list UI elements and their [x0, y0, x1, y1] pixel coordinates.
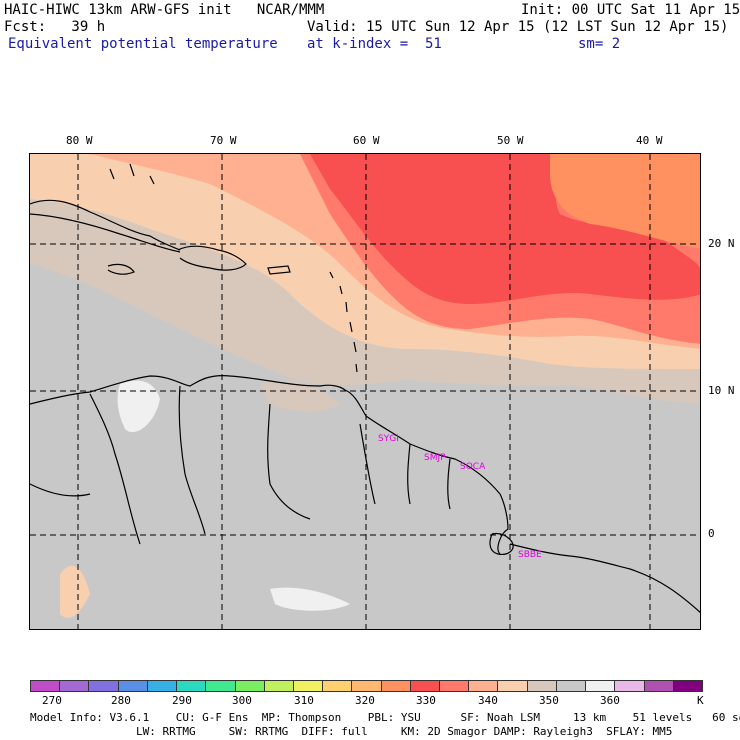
smoothing: sm= 2	[578, 36, 621, 52]
colorbar-swatch	[614, 680, 645, 692]
model-title: HAIC-HIWC 13km ARW-GFS init NCAR/MMM	[4, 2, 325, 18]
field-orange	[550, 154, 700, 249]
lon-label-70w: 70 W	[210, 134, 237, 147]
valid-time: Valid: 15 UTC Sun 12 Apr 15 (12 LST Sun …	[307, 19, 729, 35]
colorbar-swatch	[205, 680, 236, 692]
colorbar-swatch	[497, 680, 528, 692]
lat-label-eq: 0	[708, 527, 715, 540]
colorbar-label-330: 330	[416, 694, 436, 707]
lon-label-40w: 40 W	[636, 134, 663, 147]
graticule	[30, 154, 700, 629]
map-canvas: SYGI SMJP SOCA SBBE	[30, 154, 700, 629]
colorbar-label-270: 270	[42, 694, 62, 707]
colorbar-swatch	[672, 680, 703, 692]
station-label-3: SOCA	[460, 462, 486, 472]
field-light-a	[117, 380, 160, 433]
coastlines	[30, 163, 700, 614]
colorbar-label-340: 340	[478, 694, 498, 707]
colorbar-swatch	[30, 680, 61, 692]
station-label-4: SBBE	[518, 550, 542, 560]
field-red	[310, 154, 700, 304]
colorbar-label-360: 360	[600, 694, 620, 707]
model-info-line2: LW: RRTMG SW: RRTMG DIFF: full KM: 2D Sm…	[30, 725, 673, 738]
colorbar-label-310: 310	[294, 694, 314, 707]
colorbar-swatch	[526, 680, 557, 692]
colorbar-swatch	[439, 680, 470, 692]
colorbar-swatch	[585, 680, 616, 692]
map-panel: SYGI SMJP SOCA SBBE	[29, 153, 701, 630]
colorbar-swatch	[322, 680, 353, 692]
lon-label-50w: 50 W	[497, 134, 524, 147]
forecast-hour: Fcst: 39 h	[4, 19, 106, 35]
colorbar-swatch	[555, 680, 587, 692]
colorbar-swatch	[176, 680, 207, 692]
colorbar-label-350: 350	[539, 694, 559, 707]
field-land-b	[260, 380, 340, 412]
colorbar-swatch	[263, 680, 294, 692]
station-label-1: SYGI	[378, 434, 399, 444]
field-light-b	[270, 587, 350, 611]
lon-label-60w: 60 W	[353, 134, 380, 147]
colorbar-swatch	[409, 680, 441, 692]
colorbar-swatch	[146, 680, 178, 692]
colorbar-swatch	[88, 680, 119, 692]
colorbar-label-300: 300	[232, 694, 252, 707]
colorbar-swatch	[380, 680, 411, 692]
colorbar-label-320: 320	[355, 694, 375, 707]
level-index: at k-index = 51	[307, 36, 442, 52]
lat-label-10n: 10 N	[708, 384, 735, 397]
colorbar-swatch	[468, 680, 499, 692]
init-time: Init: 00 UTC Sat 11 Apr 15	[521, 2, 740, 18]
field-name: Equivalent potential temperature	[8, 36, 278, 52]
colorbar-swatch	[643, 680, 674, 692]
lat-label-20n: 20 N	[708, 237, 735, 250]
colorbar-label-290: 290	[172, 694, 192, 707]
colorbar-swatch	[234, 680, 265, 692]
colorbar-swatch	[59, 680, 90, 692]
colorbar-swatch	[292, 680, 324, 692]
station-label-2: SMJP	[424, 453, 446, 463]
colorbar-label-280: 280	[111, 694, 131, 707]
field-land-a	[60, 565, 90, 618]
colorbar-swatch	[351, 680, 382, 692]
lon-label-80w: 80 W	[66, 134, 93, 147]
model-info-line1: Model Info: V3.6.1 CU: G-F Ens MP: Thomp…	[30, 711, 740, 724]
colorbar-swatch	[117, 680, 148, 692]
colorbar-unit: K	[697, 694, 704, 707]
